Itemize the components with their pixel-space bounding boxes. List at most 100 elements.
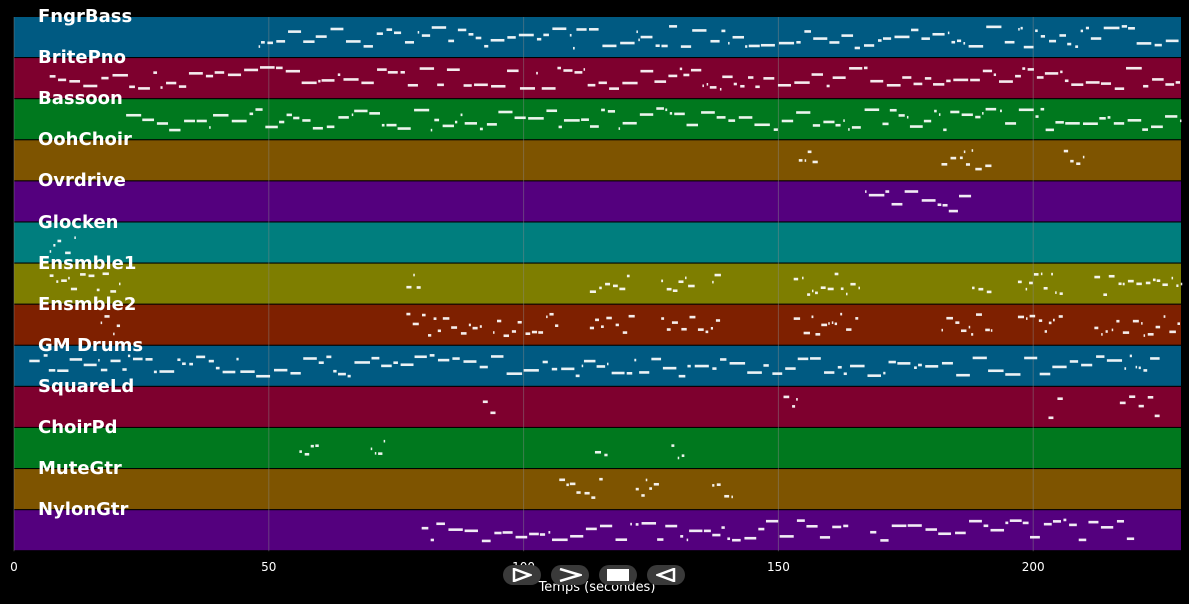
note [326, 125, 335, 129]
track-band [14, 428, 1181, 468]
note [932, 32, 945, 36]
note [956, 39, 962, 43]
note [748, 76, 754, 79]
note [934, 109, 937, 113]
note [1036, 76, 1044, 79]
note [1100, 526, 1114, 529]
note [796, 519, 805, 522]
note [727, 537, 731, 541]
note [110, 359, 121, 363]
note [236, 357, 239, 361]
note [205, 74, 214, 78]
note [745, 45, 748, 48]
note [321, 79, 335, 82]
track-label: Ensmble1 [38, 252, 137, 274]
note [851, 126, 861, 129]
note [1067, 42, 1072, 46]
track-label: FngrBass [38, 6, 133, 27]
note [1136, 42, 1152, 45]
note [1048, 321, 1052, 325]
note [166, 81, 177, 85]
note [1143, 334, 1146, 337]
note [963, 42, 966, 45]
note [126, 113, 142, 117]
note [472, 326, 478, 330]
note [475, 36, 482, 40]
note [587, 83, 596, 87]
note [728, 41, 730, 45]
note [56, 280, 59, 283]
note [519, 87, 535, 90]
note [1165, 39, 1179, 43]
note [1029, 314, 1036, 318]
note [413, 273, 415, 277]
note [552, 27, 567, 31]
track-band [14, 17, 1181, 57]
note [653, 482, 659, 486]
note [889, 108, 897, 112]
note [732, 35, 745, 39]
note [665, 108, 668, 112]
note [938, 532, 952, 536]
note [638, 38, 640, 42]
note [543, 33, 549, 37]
note [448, 528, 463, 531]
note [837, 365, 842, 369]
note [1138, 366, 1141, 370]
note [507, 36, 516, 39]
note [515, 535, 528, 539]
note [1142, 128, 1148, 131]
note [909, 125, 923, 128]
note [1023, 45, 1034, 49]
note [683, 73, 690, 77]
note [978, 287, 984, 291]
note [546, 315, 548, 319]
note [354, 109, 368, 113]
note [961, 113, 973, 117]
note [407, 83, 418, 87]
note [894, 35, 910, 39]
note [312, 126, 323, 130]
note [666, 287, 672, 291]
note [943, 128, 947, 132]
note [258, 45, 261, 48]
note [906, 115, 909, 119]
note [982, 112, 984, 115]
note [1070, 159, 1074, 163]
note [584, 491, 590, 495]
note [733, 82, 737, 86]
note [1085, 26, 1090, 30]
note [715, 319, 721, 322]
note [290, 371, 301, 375]
note [1094, 275, 1101, 279]
track-label: MuteGtr [38, 458, 122, 480]
note [369, 112, 381, 115]
note [514, 116, 526, 120]
back-button[interactable] [647, 565, 685, 585]
note [153, 370, 157, 374]
note [1107, 116, 1111, 119]
note [618, 127, 621, 130]
play-button[interactable] [503, 565, 541, 585]
note [654, 80, 667, 83]
note [129, 85, 135, 89]
note [672, 289, 678, 293]
note [536, 37, 542, 41]
forward-button[interactable] [551, 565, 589, 585]
note [506, 372, 523, 375]
note [760, 43, 775, 47]
note [417, 31, 420, 34]
note [542, 360, 548, 364]
note [433, 317, 437, 320]
note [57, 239, 62, 243]
note [563, 69, 573, 72]
track-label: NylonGtr [38, 499, 129, 521]
note [517, 320, 522, 324]
note [993, 73, 997, 77]
stop-button[interactable] [599, 565, 637, 585]
note [589, 290, 596, 294]
note [557, 66, 561, 70]
note [1039, 372, 1051, 376]
note [507, 69, 519, 73]
note [1049, 39, 1057, 43]
